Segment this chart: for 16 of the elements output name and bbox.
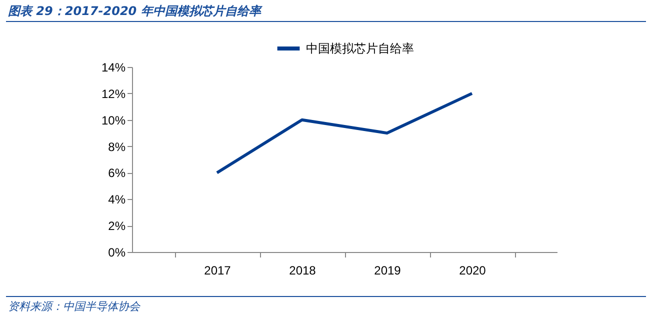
- x-tick-label: 2017: [204, 264, 232, 278]
- y-tick-label: 6%: [108, 166, 126, 180]
- y-tick-label: 12%: [101, 86, 126, 101]
- y-tick-label: 0%: [108, 246, 126, 260]
- y-tick-label: 8%: [108, 140, 126, 154]
- line-series: [216, 92, 474, 174]
- y-tick-label: 4%: [108, 192, 126, 207]
- x-tick-label: 2018: [289, 264, 316, 278]
- legend-label: 中国模拟芯片自给率: [306, 42, 414, 56]
- y-tick-label: 14%: [101, 60, 126, 74]
- y-tick-label: 10%: [101, 113, 126, 128]
- chart-title: 图表 29：2017-2020 年中国模拟芯片自给率: [8, 3, 261, 20]
- y-tick-label: 2%: [108, 219, 126, 234]
- text: 资料来源：中国半导体协会: [8, 299, 140, 314]
- x-tick-label: 2020: [459, 264, 486, 278]
- x-tick-label: 2019: [374, 264, 402, 278]
